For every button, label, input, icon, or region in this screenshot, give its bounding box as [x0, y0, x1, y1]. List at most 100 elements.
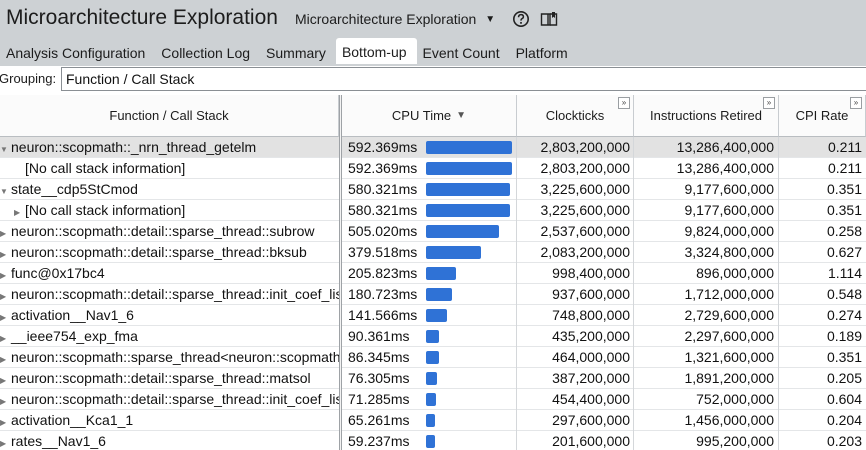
collapsed-triangle-icon[interactable]: ▶	[0, 229, 7, 238]
function-name: __ieee754_exp_fma	[11, 328, 138, 344]
cpi-rate-cell: 0.604	[826, 391, 862, 407]
collapsed-triangle-icon[interactable]: ▶	[0, 250, 7, 259]
tab-event-count[interactable]: Event Count	[422, 45, 500, 61]
grouping-label: Grouping:	[0, 71, 57, 86]
instructions-cell: 9,824,000,000	[684, 223, 774, 239]
function-cell: ▶ neuron::scopmath::detail::sparse_thread…	[0, 221, 339, 242]
column-header-cpi-rate[interactable]: CPI Rate »	[779, 95, 866, 137]
collapsed-triangle-icon[interactable]: ▶	[0, 271, 7, 280]
expand-column-icon[interactable]: »	[763, 97, 775, 109]
view-selector-dropdown[interactable]: Microarchitecture Exploration ▼	[295, 11, 495, 27]
table-row[interactable]: ▶ neuron::scopmath::sparse_thread<neuron:…	[0, 347, 866, 368]
function-cell: ▶ rates__Nav1_6	[0, 431, 339, 450]
cpu-time-cell: 580.321ms	[348, 200, 516, 221]
instructions-cell: 3,324,800,000	[684, 244, 774, 260]
cpi-rate-cell: 0.189	[826, 328, 862, 344]
table-row[interactable]: ▶ [No call stack information] 580.321ms 3,2…	[0, 200, 866, 221]
collapsed-triangle-icon[interactable]: ▶	[0, 292, 7, 301]
cpu-time-value: 505.020ms	[348, 223, 418, 239]
expand-column-icon[interactable]: »	[850, 97, 862, 109]
cpu-time-cell: 90.361ms	[348, 326, 516, 347]
clockticks-cell: 387,200,000	[552, 370, 630, 386]
collapsed-triangle-icon[interactable]: ▶	[0, 397, 7, 406]
expanded-triangle-icon[interactable]: ▼	[0, 145, 8, 154]
column-header-clockticks[interactable]: Clockticks »	[517, 95, 634, 137]
function-name: neuron::scopmath::detail::sparse_thread:…	[11, 370, 311, 386]
app-title: Microarchitecture Exploration	[6, 6, 278, 29]
collapsed-triangle-icon[interactable]: ▶	[0, 355, 7, 364]
function-cell: ▶ neuron::scopmath::detail::sparse_thread…	[0, 389, 339, 410]
table-row[interactable]: ▶ neuron::scopmath::detail::sparse_thread…	[0, 284, 866, 305]
cpu-time-value: 141.566ms	[348, 307, 418, 323]
function-cell: ▶ neuron::scopmath::detail::sparse_thread…	[0, 284, 339, 305]
clockticks-cell: 937,600,000	[552, 286, 630, 302]
table-row[interactable]: ▶ neuron::scopmath::detail::sparse_thread…	[0, 389, 866, 410]
column-header-cpu-time-label: CPU Time	[391, 108, 452, 123]
table-row[interactable]: ▶ __ieee754_exp_fma 90.361ms 435,200,000 2,2…	[0, 326, 866, 347]
expanded-triangle-icon[interactable]: ▼	[0, 187, 8, 196]
table-row[interactable]: ▶ rates__Nav1_6 59.237ms 201,600,000 995,200…	[0, 431, 866, 450]
cpu-time-value: 379.518ms	[348, 244, 418, 260]
table-row[interactable]: ▶ activation__Kca1_1 65.261ms 297,600,000 1,…	[0, 410, 866, 431]
table-row[interactable]: ▼ neuron::scopmath::_nrn_thread_getelm 592…	[0, 137, 866, 158]
function-name: activation__Kca1_1	[11, 412, 134, 428]
grouping-select[interactable]	[61, 67, 866, 91]
cpu-time-value: 90.361ms	[348, 328, 410, 344]
table-row[interactable]: ▼ state__cdp5StCmod 580.321ms 3,225,600,000…	[0, 179, 866, 200]
function-cell: ▶ func@0x17bc4	[0, 263, 339, 284]
column-header-function-label: Function / Call Stack	[109, 108, 229, 123]
collapsed-triangle-icon[interactable]: ▶	[0, 313, 7, 322]
function-name: [No call stack information]	[25, 160, 186, 176]
bottom-up-grid: Function / Call Stack CPU Time ▼ Clockti…	[0, 95, 866, 450]
function-name: activation__Nav1_6	[11, 307, 134, 323]
table-row[interactable]: ▶ neuron::scopmath::detail::sparse_thread…	[0, 221, 866, 242]
instructions-cell: 995,200,000	[696, 433, 774, 449]
tab-analysis-configuration[interactable]: Analysis Configuration	[6, 45, 146, 61]
table-row[interactable]: [No call stack information] 592.369ms 2,80…	[0, 158, 866, 179]
grouping-bar: Grouping:	[0, 66, 866, 92]
cpu-time-bar	[426, 414, 435, 427]
help-circle-icon[interactable]	[511, 9, 531, 29]
column-header-cpu-time[interactable]: CPU Time ▼	[342, 95, 517, 137]
instructions-cell: 9,177,600,000	[684, 202, 774, 218]
tab-platform[interactable]: Platform	[515, 45, 568, 61]
function-cell: ▶ activation__Kca1_1	[0, 410, 339, 431]
cpu-time-cell: 205.823ms	[348, 263, 516, 284]
column-header-instructions-retired[interactable]: Instructions Retired »	[634, 95, 779, 137]
table-row[interactable]: ▶ neuron::scopmath::detail::sparse_thread…	[0, 242, 866, 263]
clockticks-cell: 2,083,200,000	[540, 244, 630, 260]
cpu-time-bar	[426, 309, 447, 322]
instructions-cell: 1,456,000,000	[684, 412, 774, 428]
collapsed-triangle-icon[interactable]: ▶	[0, 439, 7, 448]
expand-column-icon[interactable]: »	[618, 97, 630, 109]
tab-collection-log[interactable]: Collection Log	[161, 45, 251, 61]
collapsed-triangle-icon[interactable]: ▶	[14, 208, 21, 217]
function-name: state__cdp5StCmod	[11, 181, 138, 197]
column-header-instructions-label: Instructions Retired	[650, 108, 762, 123]
column-header-function[interactable]: Function / Call Stack	[0, 95, 339, 137]
column-header-clockticks-label: Clockticks	[545, 108, 605, 123]
function-cell: ▶ activation__Nav1_6	[0, 305, 339, 326]
table-row[interactable]: ▶ activation__Nav1_6 141.566ms 748,800,000 2…	[0, 305, 866, 326]
cpu-time-bar	[426, 162, 512, 175]
book-icon[interactable]	[539, 9, 559, 29]
cpu-time-value: 580.321ms	[348, 181, 418, 197]
function-cell: ▶ neuron::scopmath::detail::sparse_thread…	[0, 242, 339, 263]
tab-summary[interactable]: Summary	[266, 45, 326, 61]
cpu-time-bar	[426, 141, 512, 154]
clockticks-cell: 3,225,600,000	[540, 202, 630, 218]
tab-bottom-up[interactable]: Bottom-up	[335, 38, 417, 64]
collapsed-triangle-icon[interactable]: ▶	[0, 376, 7, 385]
cpu-time-bar	[426, 393, 436, 406]
function-cell: ▼ neuron::scopmath::_nrn_thread_getelm	[0, 137, 339, 158]
table-row[interactable]: ▶ func@0x17bc4 205.823ms 998,400,000 896,000…	[0, 263, 866, 284]
function-cell: [No call stack information]	[0, 158, 339, 179]
function-name: func@0x17bc4	[11, 265, 105, 281]
clockticks-cell: 454,400,000	[552, 391, 630, 407]
cpu-time-bar	[426, 246, 481, 259]
function-name: neuron::scopmath::_nrn_thread_getelm	[11, 139, 257, 155]
collapsed-triangle-icon[interactable]: ▶	[0, 418, 7, 427]
table-row[interactable]: ▶ neuron::scopmath::detail::sparse_thread…	[0, 368, 866, 389]
collapsed-triangle-icon[interactable]: ▶	[0, 334, 7, 343]
pane-splitter[interactable]	[339, 95, 342, 450]
